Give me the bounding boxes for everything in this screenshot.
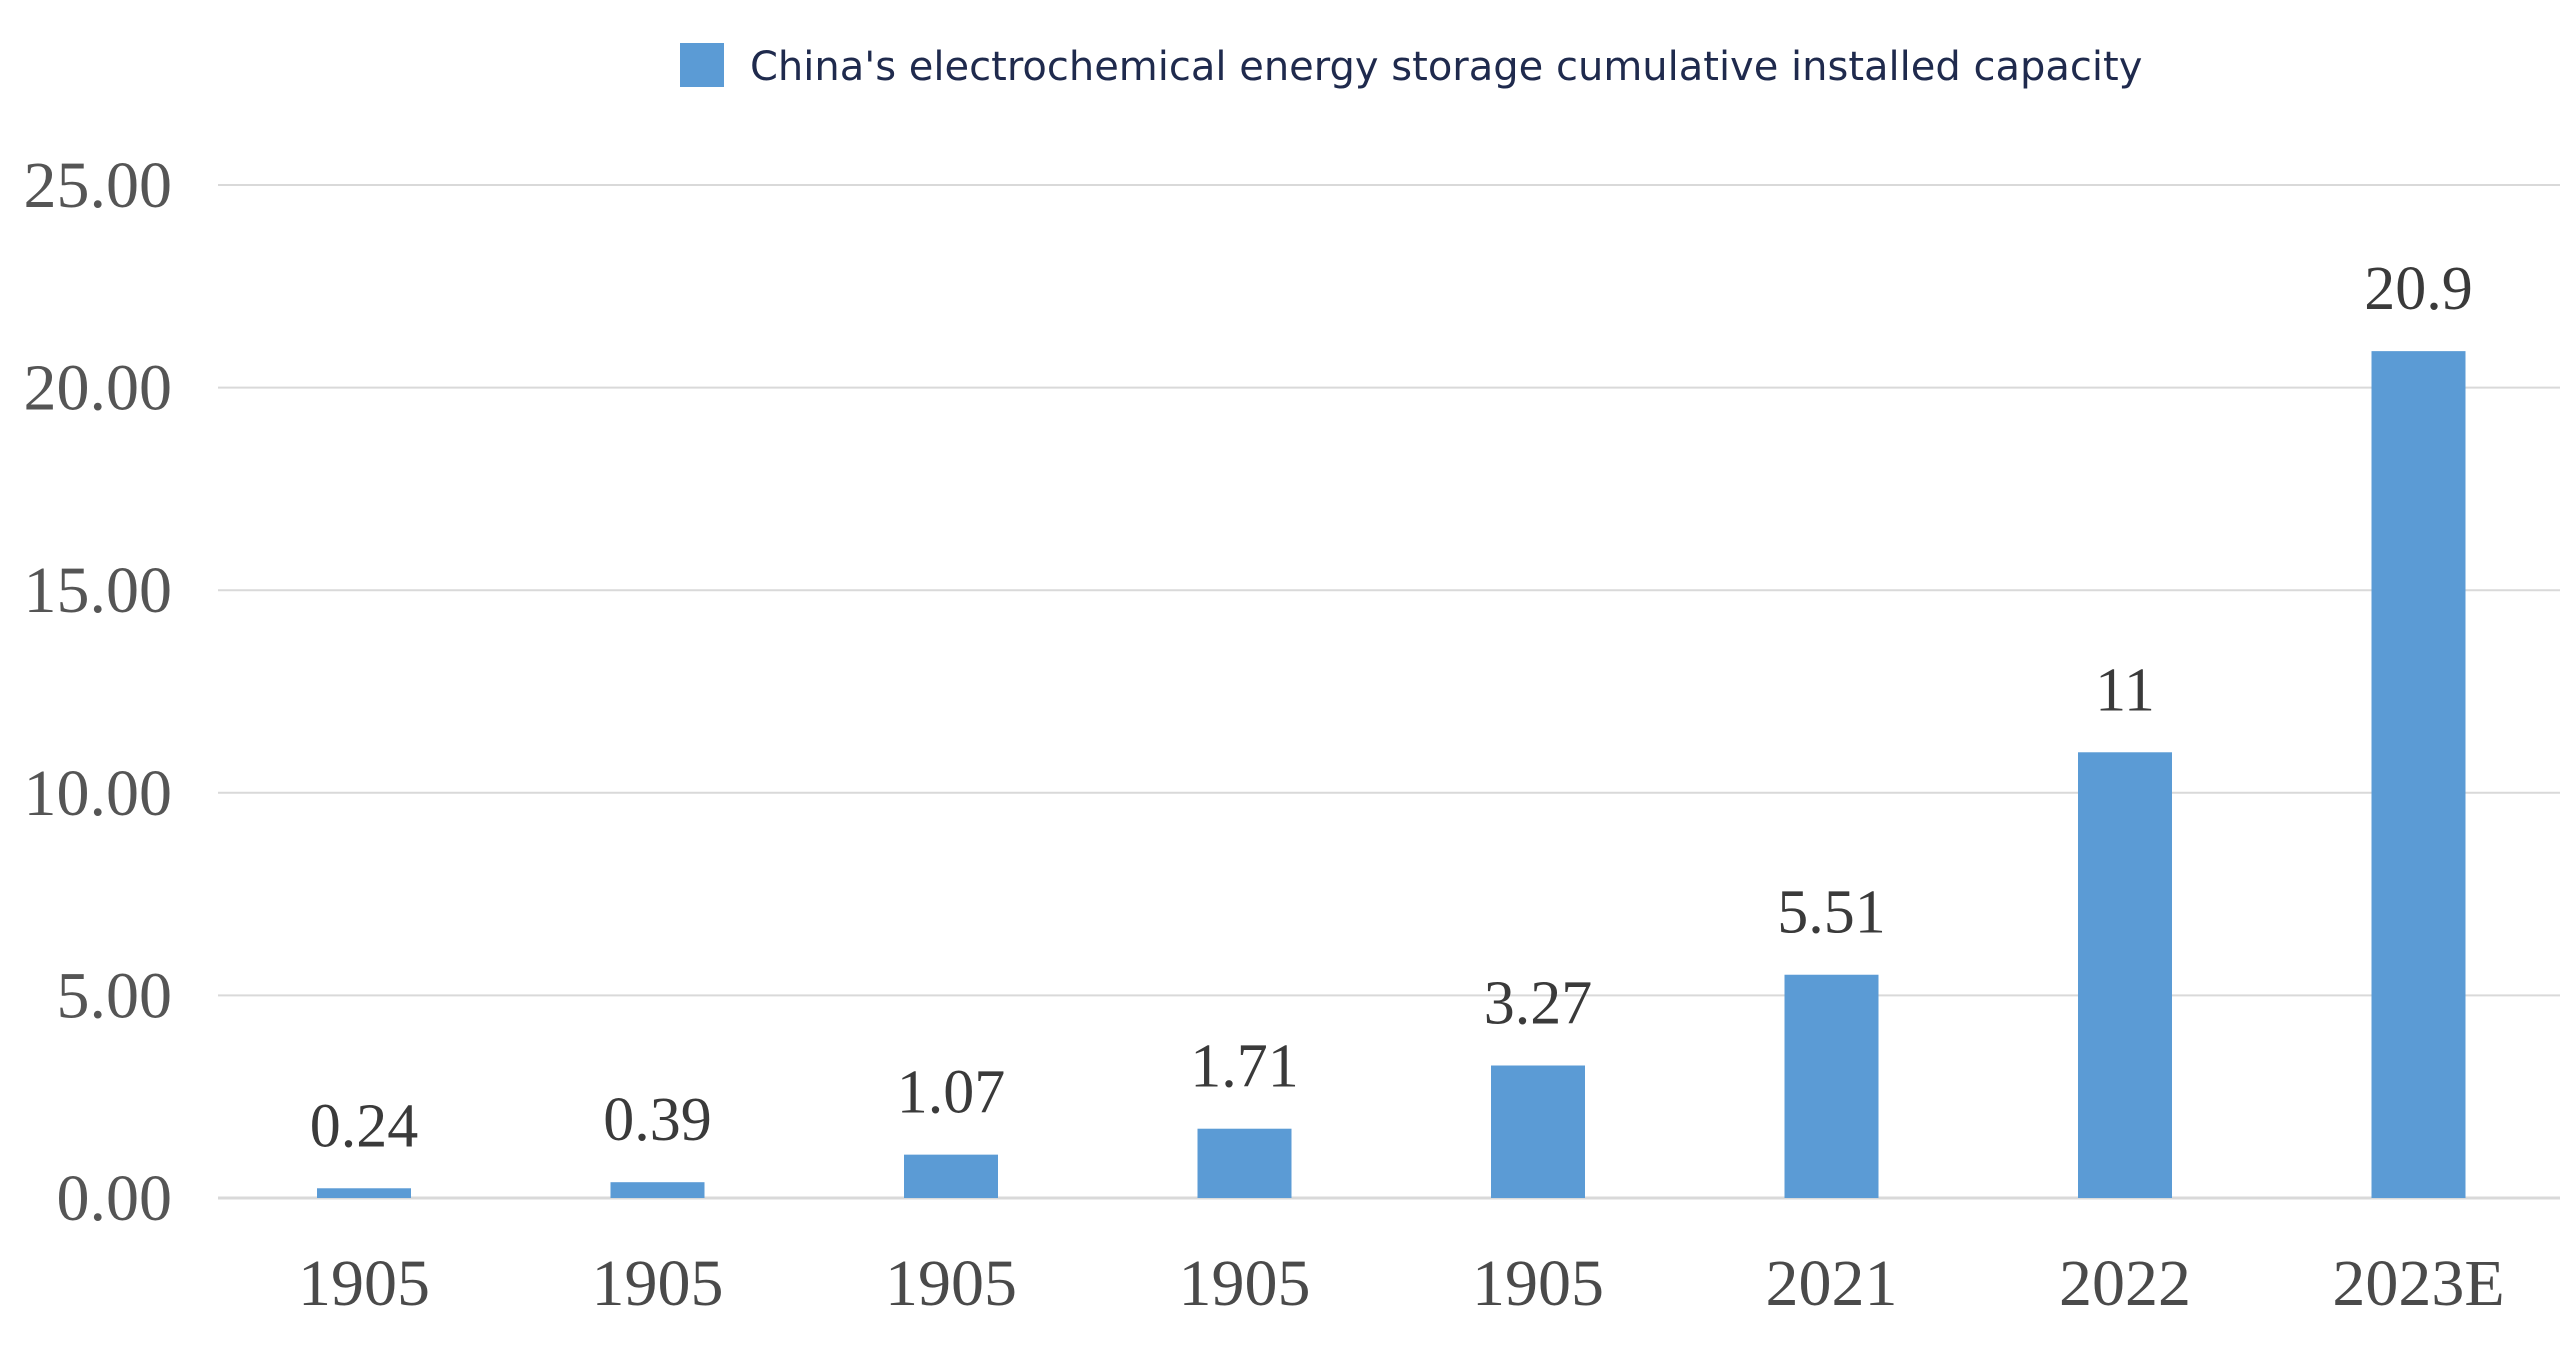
- x-axis: 1905 1905 1905 1905 1905 2021 2022 2023E: [298, 1247, 2505, 1320]
- bar: [1491, 1065, 1585, 1198]
- data-label: 1.07: [897, 1059, 1006, 1127]
- x-tick-label: 2022: [2059, 1247, 2191, 1320]
- y-tick-label: 25.00: [24, 149, 173, 222]
- bar: [2371, 351, 2466, 1199]
- data-label: 20.9: [2364, 255, 2473, 323]
- data-label: 11: [2095, 656, 2155, 724]
- bar: [2078, 752, 2172, 1198]
- x-tick-label: 1905: [298, 1247, 430, 1320]
- value-labels: 0.24 0.39 1.07 1.71 3.27 5.51 11 20.9: [310, 255, 2473, 1160]
- bar: [610, 1182, 705, 1198]
- bars: [317, 351, 2466, 1199]
- x-tick-label: 1905: [885, 1247, 1017, 1320]
- x-tick-label: 2021: [1766, 1247, 1898, 1320]
- x-tick-label: 1905: [1472, 1247, 1604, 1320]
- y-axis: 0.00 5.00 10.00 15.00 20.00 25.00: [24, 149, 173, 1235]
- gridlines: [218, 184, 2560, 1200]
- bar: [1784, 974, 1879, 1198]
- legend-label: China's electrochemical energy storage c…: [750, 44, 2142, 90]
- y-tick-label: 0.00: [57, 1162, 173, 1235]
- y-tick-label: 10.00: [24, 757, 173, 830]
- x-tick-label: 1905: [1179, 1247, 1311, 1320]
- data-label: 0.39: [603, 1086, 712, 1154]
- legend: China's electrochemical energy storage c…: [680, 43, 2142, 90]
- bar: [317, 1188, 411, 1198]
- x-tick-label: 2023E: [2332, 1247, 2504, 1320]
- y-tick-label: 20.00: [24, 352, 173, 425]
- data-label: 3.27: [1484, 969, 1593, 1037]
- y-tick-label: 15.00: [24, 554, 173, 627]
- y-tick-label: 5.00: [57, 959, 173, 1032]
- bar: [904, 1154, 998, 1198]
- bar: [1197, 1128, 1292, 1198]
- data-label: 5.51: [1777, 879, 1886, 947]
- data-label: 1.71: [1190, 1033, 1299, 1101]
- legend-swatch: [680, 43, 724, 87]
- x-tick-label: 1905: [592, 1247, 724, 1320]
- data-label: 0.24: [310, 1092, 419, 1160]
